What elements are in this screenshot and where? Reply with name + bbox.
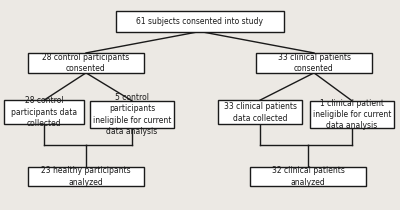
FancyBboxPatch shape [90,101,174,128]
Text: 32 clinical patients
analyzed: 32 clinical patients analyzed [272,166,344,187]
Text: 33 clinical patients
data collected: 33 clinical patients data collected [224,102,296,123]
FancyBboxPatch shape [250,167,366,186]
FancyBboxPatch shape [28,167,144,186]
Text: 28 control participants
consented: 28 control participants consented [42,53,130,73]
Text: 5 control
participants
ineligible for current
data analysis: 5 control participants ineligible for cu… [93,93,171,136]
FancyBboxPatch shape [4,100,84,124]
FancyBboxPatch shape [218,100,302,124]
Text: 1 clinical patient
ineligible for current
data analysis: 1 clinical patient ineligible for curren… [313,98,391,130]
FancyBboxPatch shape [256,53,372,73]
Text: 61 subjects consented into study: 61 subjects consented into study [136,17,264,25]
Text: 23 healthy participants
analyzed: 23 healthy participants analyzed [41,166,131,187]
FancyBboxPatch shape [310,101,394,128]
FancyBboxPatch shape [116,10,284,32]
Text: 33 clinical patients
consented: 33 clinical patients consented [278,53,350,73]
Text: 28 control
participants data
collected: 28 control participants data collected [11,96,77,128]
FancyBboxPatch shape [28,53,144,73]
